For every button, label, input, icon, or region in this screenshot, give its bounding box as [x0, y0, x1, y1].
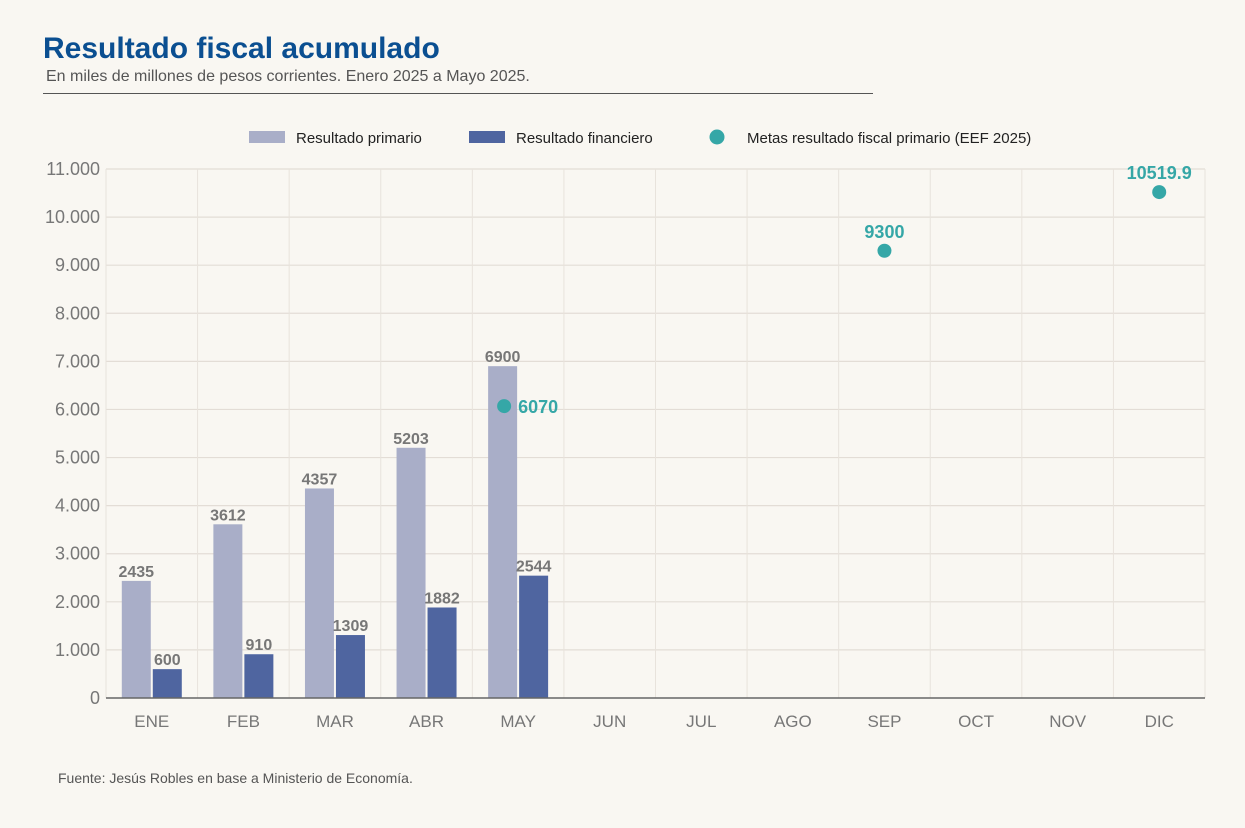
x-tick-label-may: MAY [500, 712, 536, 731]
legend-label-financial: Resultado financiero [516, 130, 653, 147]
bar-primary-label-abr: 5203 [393, 431, 429, 448]
x-tick-label-ago: AGO [774, 712, 812, 731]
y-tick-label: 10.000 [45, 207, 100, 227]
goal-point-sep [877, 243, 892, 258]
goal-point-dic [1152, 185, 1167, 200]
source-note: Fuente: Jesús Robles en base a Ministeri… [58, 770, 413, 786]
bar-primary-abr [396, 447, 426, 698]
y-tick-label: 4.000 [55, 496, 100, 516]
bar-primary-may [488, 366, 518, 698]
y-tick-label: 3.000 [55, 544, 100, 564]
bar-financial-ene [152, 669, 182, 698]
chart-subtitle: En miles de millones de pesos corrientes… [46, 68, 530, 85]
legend-swatch-primary [249, 131, 285, 143]
x-tick-label-feb: FEB [227, 712, 260, 731]
y-tick-label: 8.000 [55, 303, 100, 323]
legend-label-goals: Metas resultado fiscal primario (EEF 202… [747, 130, 1031, 147]
goal-label-may: 6070 [518, 397, 558, 417]
bar-primary-feb [213, 524, 243, 698]
legend-swatch-financial [469, 131, 505, 143]
goal-label-dic: 10519.9 [1127, 163, 1192, 183]
y-tick-label: 7.000 [55, 351, 100, 371]
y-tick-label: 1.000 [55, 640, 100, 660]
y-tick-label: 0 [90, 688, 100, 708]
bar-primary-label-ene: 2435 [118, 564, 154, 581]
y-tick-label: 5.000 [55, 448, 100, 468]
bar-primary-ene [121, 580, 151, 698]
bar-financial-label-ene: 600 [154, 652, 181, 669]
x-tick-label-ene: ENE [134, 712, 169, 731]
goal-label-sep: 9300 [864, 222, 904, 242]
bar-financial-label-abr: 1882 [424, 590, 460, 607]
bar-financial-mar [335, 635, 365, 698]
chart-title: Resultado fiscal acumulado [43, 32, 440, 65]
x-tick-label-oct: OCT [958, 712, 994, 731]
legend-swatch-goals [709, 129, 725, 145]
bar-financial-label-feb: 910 [246, 637, 273, 654]
y-tick-label: 6.000 [55, 399, 100, 419]
bar-primary-label-feb: 3612 [210, 507, 246, 524]
y-tick-label: 11.000 [46, 159, 100, 179]
bar-financial-label-may: 2544 [516, 559, 552, 576]
x-tick-label-nov: NOV [1049, 712, 1087, 731]
bar-financial-feb [244, 654, 274, 698]
bar-financial-abr [427, 607, 457, 698]
goal-point-may [497, 399, 512, 414]
x-tick-label-dic: DIC [1145, 712, 1174, 731]
bar-primary-mar [304, 488, 334, 698]
bar-primary-label-mar: 4357 [302, 471, 338, 488]
bar-financial-may [519, 575, 549, 698]
y-tick-label: 9.000 [55, 255, 100, 275]
x-tick-label-jun: JUN [593, 712, 626, 731]
title-divider [43, 93, 873, 94]
bar-primary-label-may: 6900 [485, 349, 521, 366]
x-tick-label-abr: ABR [409, 712, 444, 731]
bar-financial-label-mar: 1309 [333, 618, 369, 635]
x-tick-label-sep: SEP [867, 712, 901, 731]
x-tick-label-mar: MAR [316, 712, 354, 731]
x-tick-label-jul: JUL [686, 712, 716, 731]
y-tick-label: 2.000 [55, 592, 100, 612]
legend-label-primary: Resultado primario [296, 130, 422, 147]
